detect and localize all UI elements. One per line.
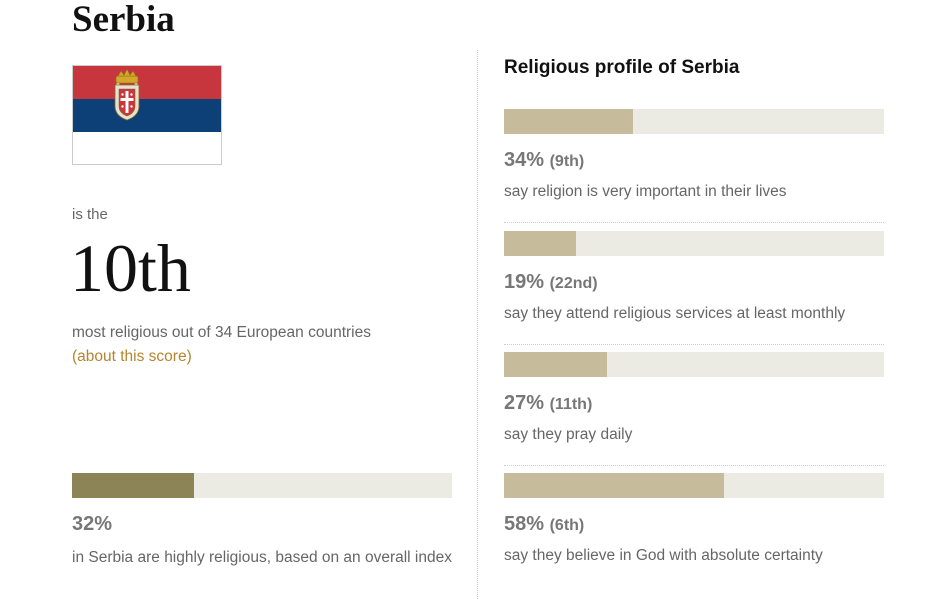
coat-of-arms-icon	[114, 68, 140, 121]
stat-rank: (11th)	[549, 396, 593, 413]
stat-bar-fill	[504, 352, 607, 377]
stat-separator	[504, 465, 884, 466]
about-score-link[interactable]: (about this score)	[72, 348, 192, 365]
profile-heading: Religious profile of Serbia	[504, 57, 740, 78]
country-title: Serbia	[72, 0, 175, 40]
stat-bar-track	[504, 473, 884, 498]
stat-value: 34%	[504, 149, 545, 171]
stat-description: say they pray daily	[504, 426, 633, 443]
stat-value: 19%	[504, 271, 545, 293]
stat-description: say religion is very important in their …	[504, 183, 787, 200]
religiosity-rank: 10th	[70, 230, 191, 306]
stat-rank: (22nd)	[549, 275, 598, 292]
stat-bar-track	[504, 231, 884, 256]
rank-intro: is the	[72, 206, 108, 223]
serbia-flag	[72, 65, 222, 165]
column-divider	[477, 50, 478, 599]
stat-rank: (9th)	[549, 153, 585, 170]
stat-separator	[504, 222, 884, 223]
overall-index-value: 32%	[72, 513, 113, 535]
flag-graphic	[73, 66, 221, 164]
stat-description: say they believe in God with absolute ce…	[504, 547, 823, 564]
stat-separator	[504, 344, 884, 345]
stat-item: 58% (6th) say they believe in God with a…	[504, 473, 884, 564]
stat-value-line: 58% (6th)	[504, 513, 584, 536]
stat-bar-fill	[504, 231, 577, 256]
overall-index-fill	[72, 473, 194, 498]
stat-rank: (6th)	[549, 517, 585, 534]
stat-bar-fill	[504, 109, 634, 134]
rank-description: most religious out of 34 European countr…	[72, 324, 371, 341]
stat-item: 27% (11th) say they pray daily	[504, 352, 884, 443]
stat-item: 19% (22nd) say they attend religious ser…	[504, 231, 884, 322]
stat-bar-fill	[504, 473, 725, 498]
overall-index-description: in Serbia are highly religious, based on…	[72, 549, 452, 566]
stat-bar-track	[504, 109, 884, 134]
stat-value: 58%	[504, 513, 545, 535]
stat-value: 27%	[504, 392, 545, 414]
stat-value-line: 19% (22nd)	[504, 271, 598, 294]
stat-value-line: 34% (9th)	[504, 149, 584, 172]
stat-bar-track	[504, 352, 884, 377]
stat-description: say they attend religious services at le…	[504, 305, 846, 322]
overall-index-bar	[72, 473, 452, 498]
stat-value-line: 27% (11th)	[504, 392, 592, 415]
stat-item: 34% (9th) say religion is very important…	[504, 109, 884, 200]
